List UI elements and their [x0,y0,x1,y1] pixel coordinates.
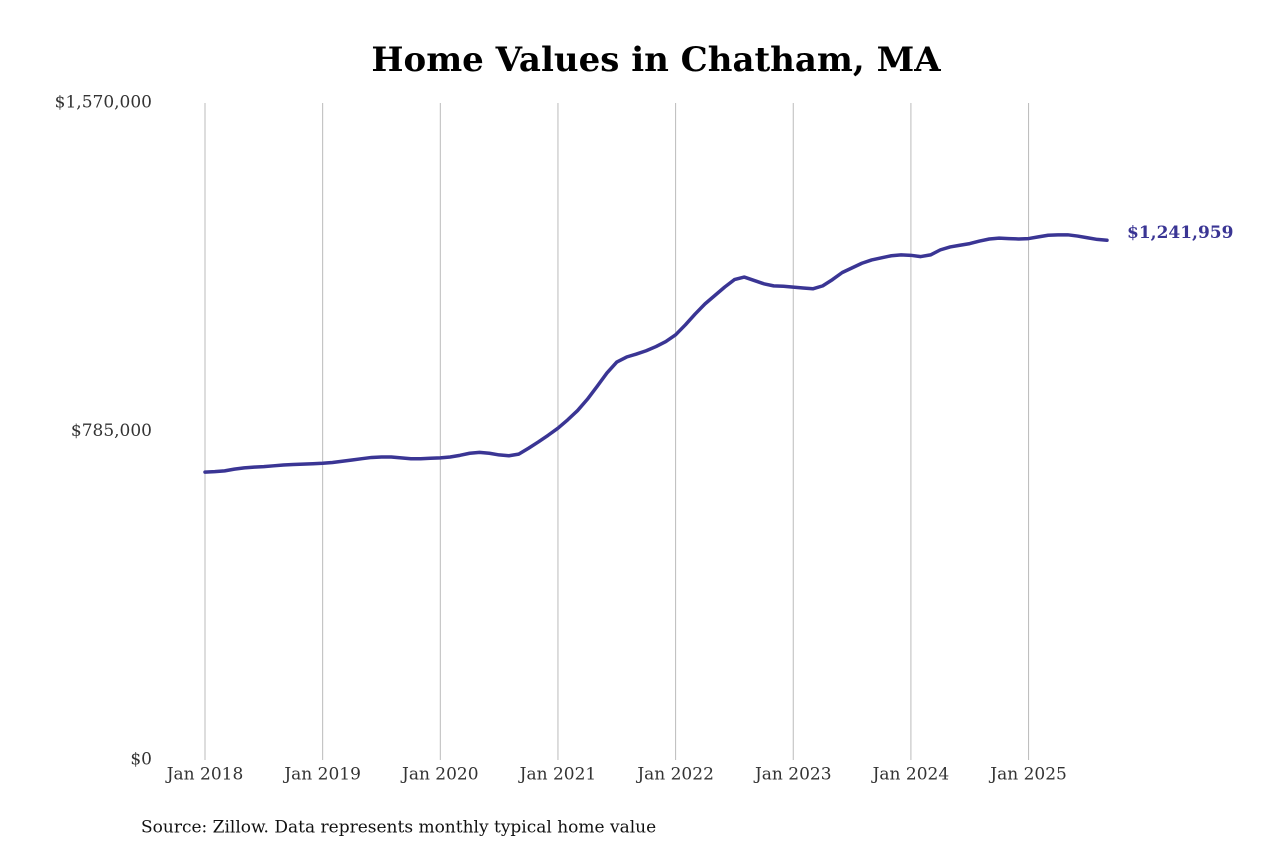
y-tick-label: $785,000 [71,421,152,441]
y-tick-label: $0 [130,750,152,770]
chart-title: Home Values in Chatham, MA [371,40,941,80]
x-tick-label: Jan 2024 [871,765,950,785]
x-tick-label: Jan 2020 [400,765,479,785]
x-tick-label: Jan 2023 [753,765,832,785]
y-tick-label: $1,570,000 [55,93,152,113]
series-line [203,233,1109,474]
x-tick-label: Jan 2021 [518,765,597,785]
source-note: Source: Zillow. Data represents monthly … [141,818,656,838]
x-tick-label: Jan 2018 [165,765,244,785]
x-tick-label: Jan 2019 [282,765,361,785]
x-tick-label: Jan 2025 [988,765,1067,785]
x-tick-label: Jan 2022 [635,765,714,785]
end-value-label: $1,241,959 [1127,223,1233,243]
